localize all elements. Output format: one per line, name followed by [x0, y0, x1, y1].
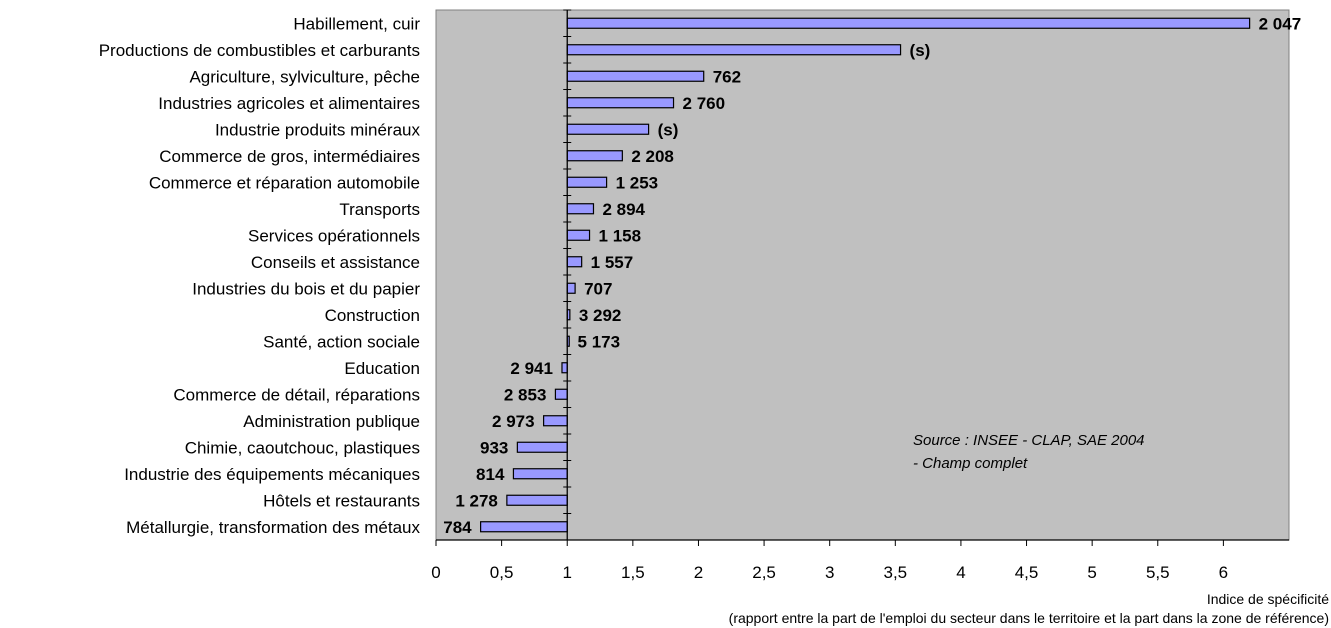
x-axis-title: Indice de spécificité	[1207, 591, 1329, 607]
x-tick-label: 0,5	[490, 563, 514, 582]
x-tick-label: 6	[1219, 563, 1228, 582]
bar	[566, 150, 623, 162]
category-label: Productions de combustibles et carburant…	[99, 41, 420, 60]
bar	[480, 521, 568, 533]
data-label: 2 208	[631, 147, 674, 166]
x-axis: 0 0,5 1 1,5 2 2,5 3 3,5 4 4,5 5 5,5 6	[431, 539, 1289, 582]
data-label: 2 853	[504, 385, 547, 404]
data-label: 2 973	[492, 412, 535, 431]
bars-group	[480, 17, 1251, 533]
data-label: 5 173	[578, 332, 621, 351]
category-label: Construction	[325, 306, 420, 325]
x-tick-label: 5	[1087, 563, 1096, 582]
category-label: Agriculture, sylviculture, pêche	[189, 67, 420, 86]
bar	[566, 229, 591, 241]
category-label: Métallurgie, transformation des métaux	[126, 518, 420, 537]
data-label: 2 047	[1259, 14, 1302, 33]
bar	[561, 362, 568, 374]
category-label: Conseils et assistance	[251, 253, 420, 272]
bar	[566, 123, 650, 135]
category-label: Hôtels et restaurants	[263, 491, 420, 510]
bar	[516, 441, 568, 453]
category-labels: Habillement, cuir Productions de combusti…	[99, 14, 421, 537]
data-label: (s)	[910, 41, 931, 60]
data-label: (s)	[658, 120, 679, 139]
source-note-line2: - Champ complet	[913, 455, 1028, 472]
bar	[543, 415, 568, 427]
data-label: 2 894	[602, 200, 645, 219]
category-label: Commerce de détail, réparations	[173, 385, 420, 404]
x-tick-label: 3,5	[883, 563, 907, 582]
data-label: 2 760	[683, 94, 726, 113]
category-label: Industries du bois et du papier	[192, 279, 420, 298]
source-note-line1: Source : INSEE - CLAP, SAE 2004	[913, 432, 1145, 449]
x-tick-label: 4	[956, 563, 965, 582]
bar	[566, 44, 902, 56]
x-tick-label: 1,5	[621, 563, 645, 582]
x-tick-label: 0	[431, 563, 440, 582]
data-label: 3 292	[579, 306, 622, 325]
x-tick-label: 2	[694, 563, 703, 582]
x-tick-label: 4,5	[1015, 563, 1039, 582]
x-tick-label: 2,5	[752, 563, 776, 582]
baseline-axis	[563, 9, 572, 541]
bar	[566, 97, 675, 109]
x-axis-subtitle: (rapport entre la part de l'emploi du se…	[729, 610, 1329, 626]
x-tick-label: 5,5	[1146, 563, 1170, 582]
data-label: 762	[713, 67, 741, 86]
data-label: 784	[443, 518, 472, 537]
bar	[506, 494, 568, 506]
bar	[566, 17, 1251, 29]
data-label: 2 941	[510, 359, 553, 378]
bar	[566, 203, 595, 215]
category-label: Santé, action sociale	[263, 332, 420, 351]
category-label: Services opérationnels	[248, 226, 420, 245]
data-label: 814	[476, 465, 505, 484]
x-tick-label: 3	[825, 563, 834, 582]
category-label: Industrie des équipements mécaniques	[124, 465, 420, 484]
bar	[566, 256, 583, 268]
data-label: 1 557	[591, 253, 634, 272]
data-label: 1 158	[599, 226, 642, 245]
data-label: 1 253	[616, 173, 659, 192]
bar	[566, 282, 576, 294]
category-label: Commerce de gros, intermédiaires	[159, 147, 420, 166]
category-label: Education	[344, 359, 420, 378]
data-label: 707	[584, 279, 612, 298]
bar	[566, 70, 705, 82]
bar	[512, 468, 568, 480]
category-label: Habillement, cuir	[293, 14, 420, 33]
bar	[566, 176, 608, 188]
x-tick-label: 1	[562, 563, 571, 582]
category-label: Industries agricoles et alimentaires	[158, 94, 420, 113]
category-label: Commerce et réparation automobile	[149, 173, 420, 192]
category-label: Transports	[339, 200, 420, 219]
category-label: Chimie, caoutchouc, plastiques	[185, 438, 420, 457]
data-label: 933	[480, 438, 508, 457]
category-label: Industrie produits minéraux	[215, 120, 421, 139]
data-label: 1 278	[455, 491, 498, 510]
bar	[554, 388, 568, 400]
category-label: Administration publique	[243, 412, 420, 431]
